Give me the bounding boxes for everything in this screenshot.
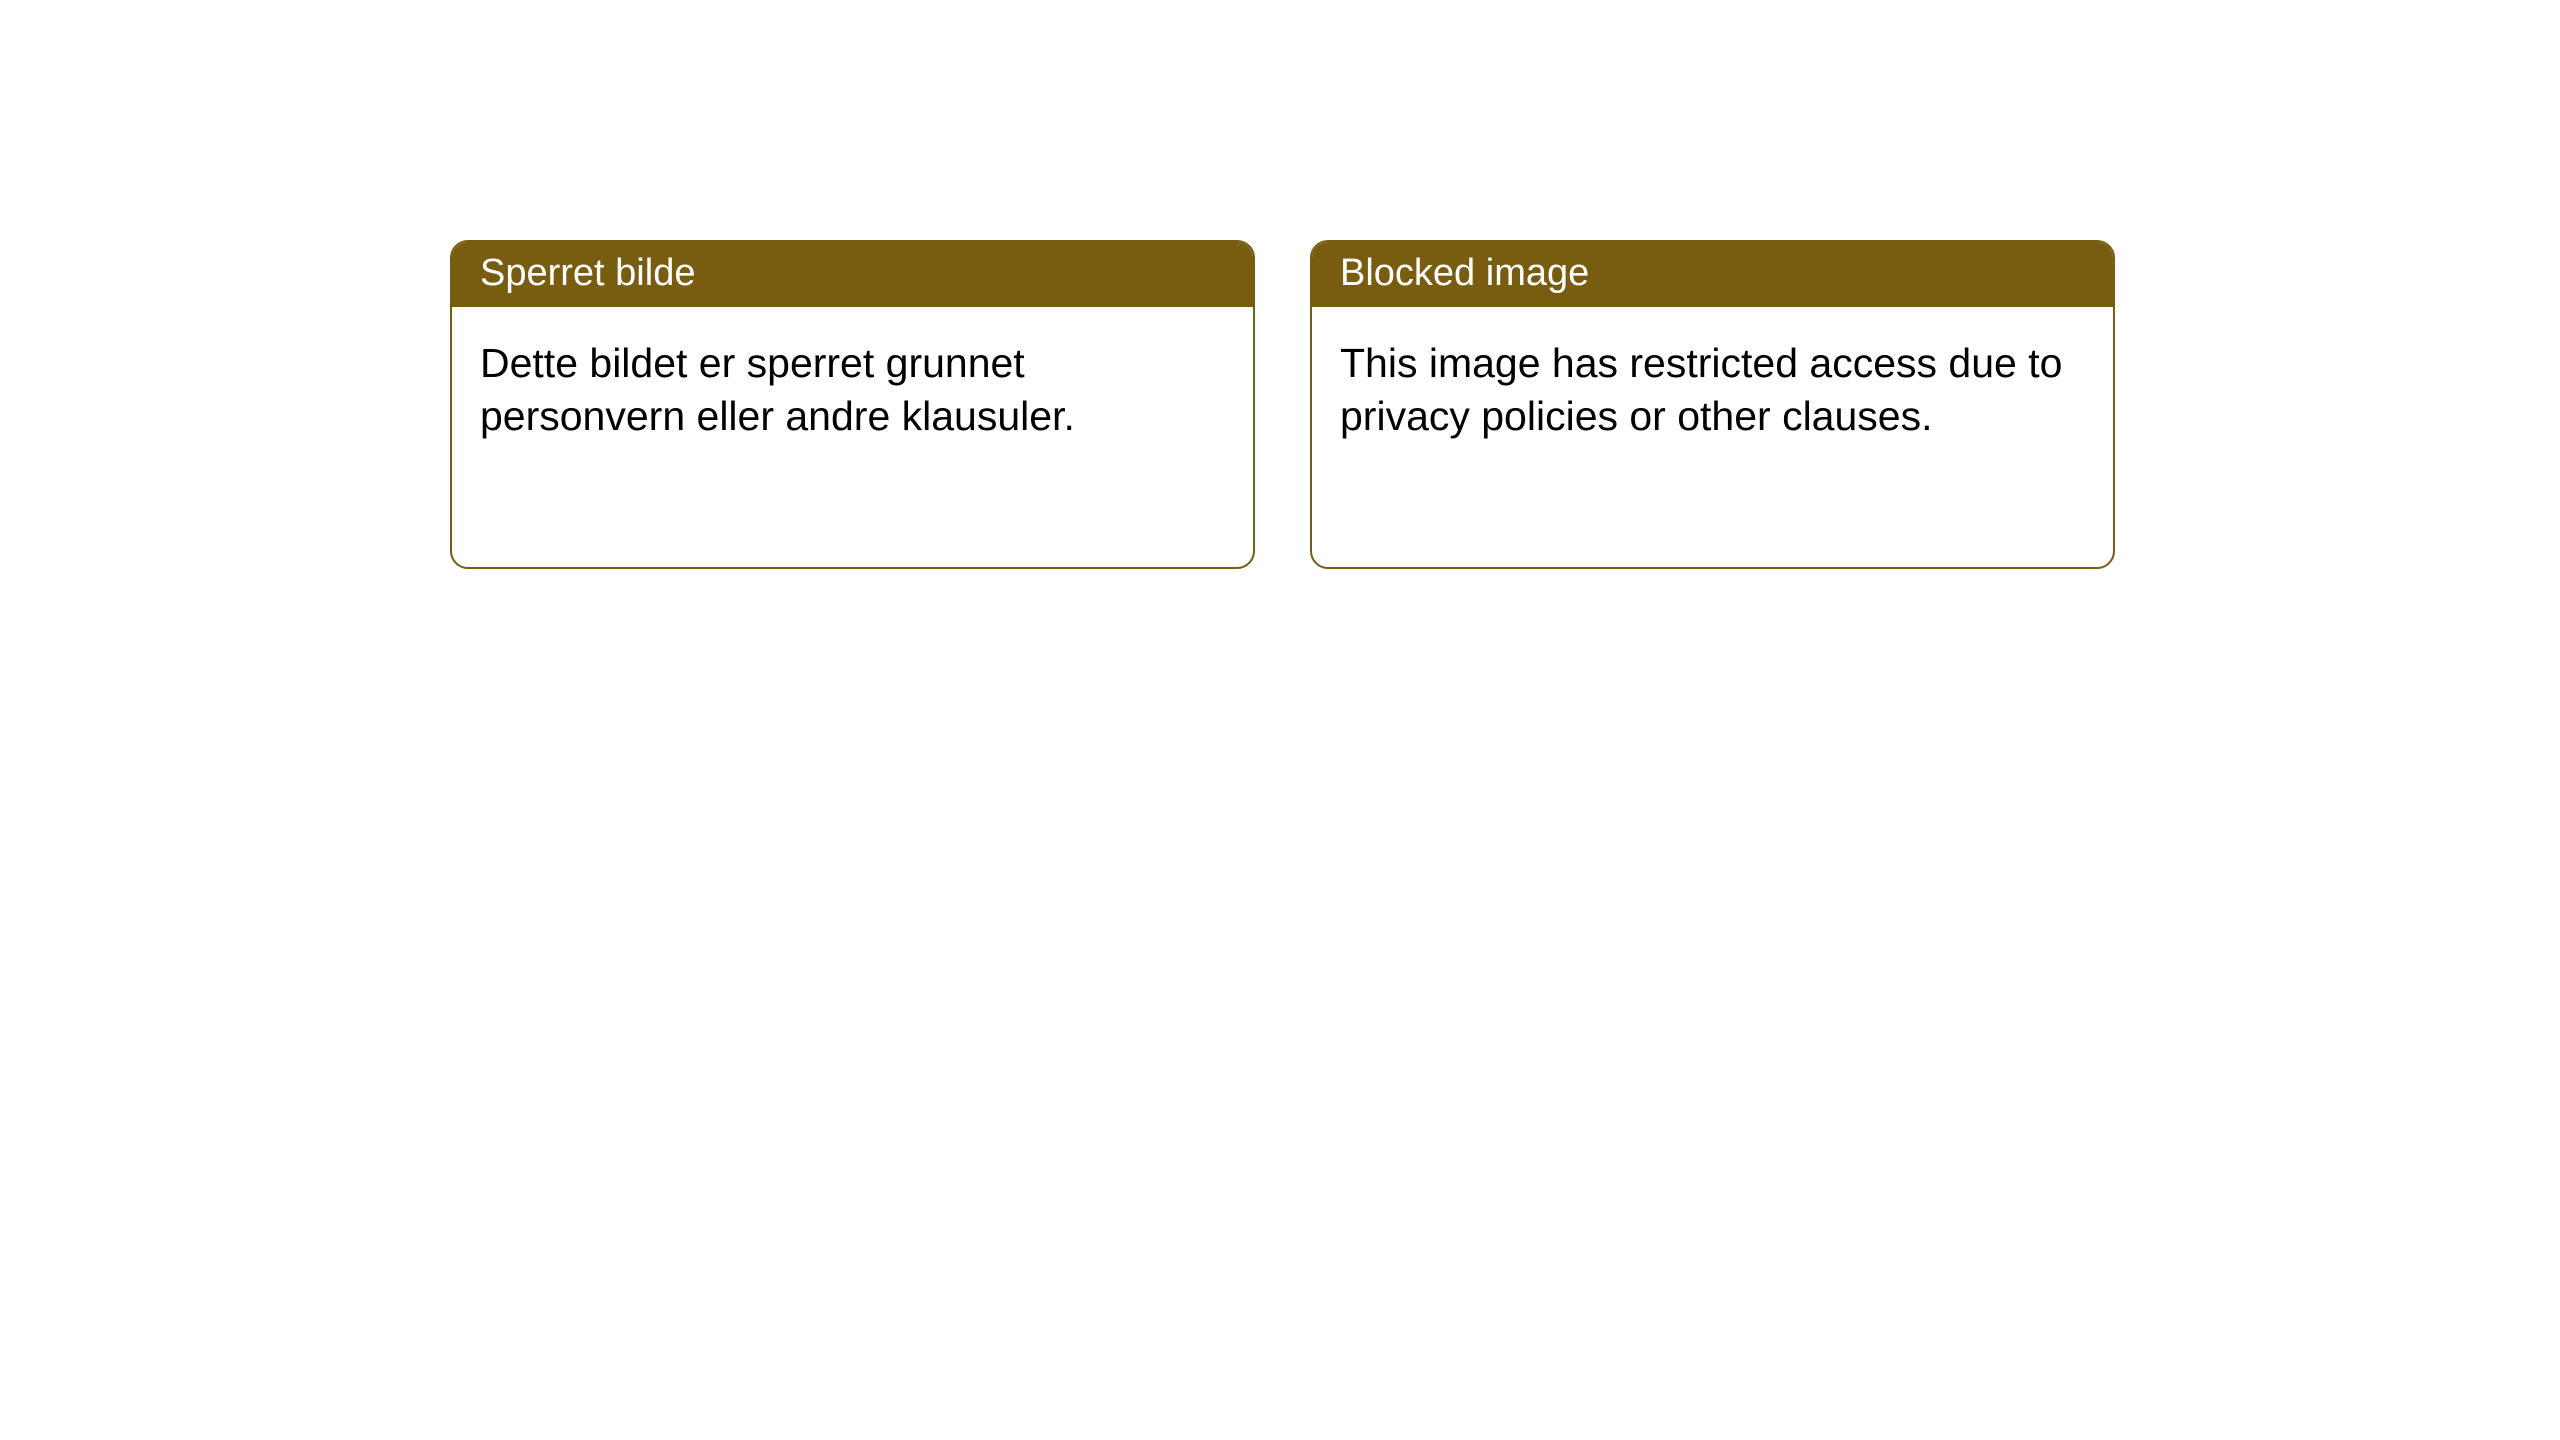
notice-container: Sperret bilde Dette bildet er sperret gr…: [450, 240, 2115, 569]
notice-box-no: Sperret bilde Dette bildet er sperret gr…: [450, 240, 1255, 569]
notice-header-no: Sperret bilde: [452, 242, 1253, 307]
notice-header-en: Blocked image: [1312, 242, 2113, 307]
notice-body-no: Dette bildet er sperret grunnet personve…: [452, 307, 1253, 567]
notice-box-en: Blocked image This image has restricted …: [1310, 240, 2115, 569]
notice-body-en: This image has restricted access due to …: [1312, 307, 2113, 567]
notice-text-no: Dette bildet er sperret grunnet personve…: [480, 337, 1225, 444]
notice-title-no: Sperret bilde: [480, 252, 695, 294]
notice-text-en: This image has restricted access due to …: [1340, 337, 2085, 444]
notice-title-en: Blocked image: [1340, 252, 1589, 294]
